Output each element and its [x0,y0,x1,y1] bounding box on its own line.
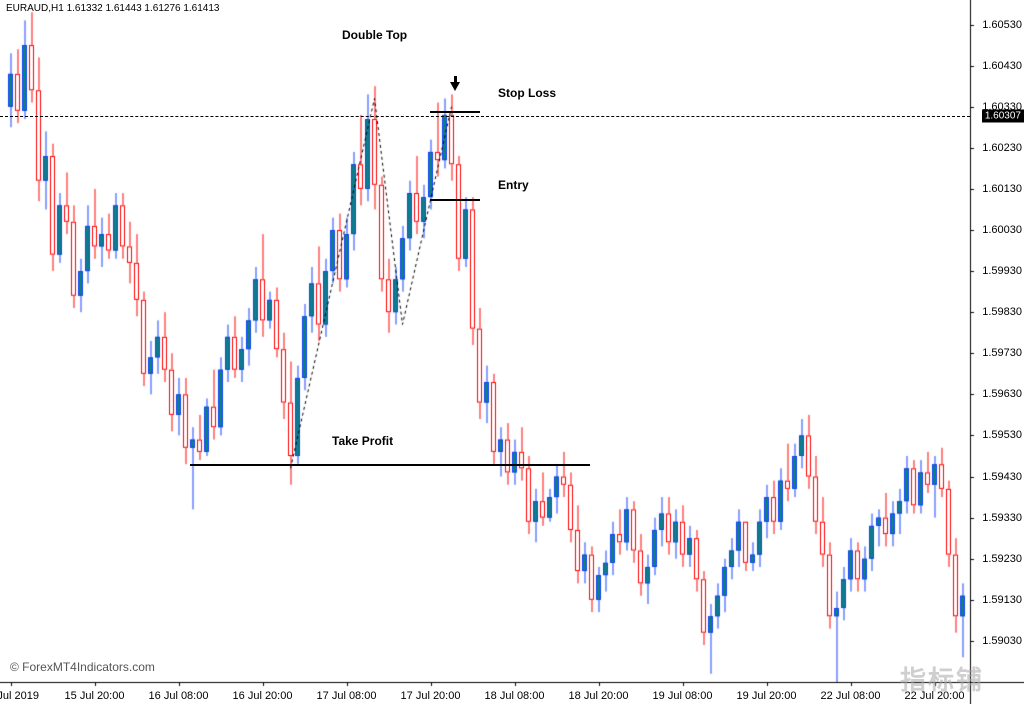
x-axis-label: 17 Jul 20:00 [401,690,461,702]
y-axis-label: 1.59430 [982,471,1022,483]
signal-arrow-icon [450,82,460,91]
take-profit-line [190,464,590,466]
x-axis-label: 15 Jul 20:00 [65,690,125,702]
y-axis-label: 1.59530 [982,429,1022,441]
y-axis-label: 1.59330 [982,512,1022,524]
x-axis-label: 19 Jul 20:00 [737,690,797,702]
y-axis-label: 1.60530 [982,19,1022,31]
y-axis-label: 1.59230 [982,553,1022,565]
stamp-text: 指标铺 [900,660,984,697]
take-profit-label: Take Profit [332,434,393,448]
y-axis-label: 1.59030 [982,635,1022,647]
y-axis-label: 1.60030 [982,224,1022,236]
current-price-tag: 1.60307 [982,110,1024,123]
x-axis-label: 18 Jul 20:00 [569,690,629,702]
x-axis-label: 15 Jul 2019 [0,690,39,702]
symbol-header: EURAUD,H1 1.61332 1.61443 1.61276 1.6141… [6,3,220,14]
y-axis-label: 1.59630 [982,388,1022,400]
y-axis-label: 1.60430 [982,60,1022,72]
entry-line [430,199,480,201]
y-axis-label: 1.60230 [982,142,1022,154]
current-price-line [0,116,970,117]
stop-loss-label: Stop Loss [498,86,556,100]
stop-loss-line [430,111,480,113]
watermark: © ForexMT4Indicators.com [10,660,155,674]
x-axis-label: 16 Jul 08:00 [149,690,209,702]
x-axis-label: 17 Jul 08:00 [317,690,377,702]
y-axis-label: 1.59730 [982,347,1022,359]
chart-container: 1.605301.604301.603301.602301.601301.600… [0,0,1024,704]
entry-label: Entry [498,178,529,192]
y-axis-label: 1.59830 [982,306,1022,318]
x-axis-label: 18 Jul 08:00 [485,690,545,702]
y-axis-label: 1.60130 [982,183,1022,195]
x-axis-label: 19 Jul 08:00 [653,690,713,702]
y-axis-label: 1.59930 [982,265,1022,277]
x-axis-label: 22 Jul 08:00 [821,690,881,702]
double-top-label: Double Top [342,28,407,42]
candlestick-canvas [0,0,1024,704]
y-axis-label: 1.59130 [982,594,1022,606]
x-axis-label: 16 Jul 20:00 [233,690,293,702]
